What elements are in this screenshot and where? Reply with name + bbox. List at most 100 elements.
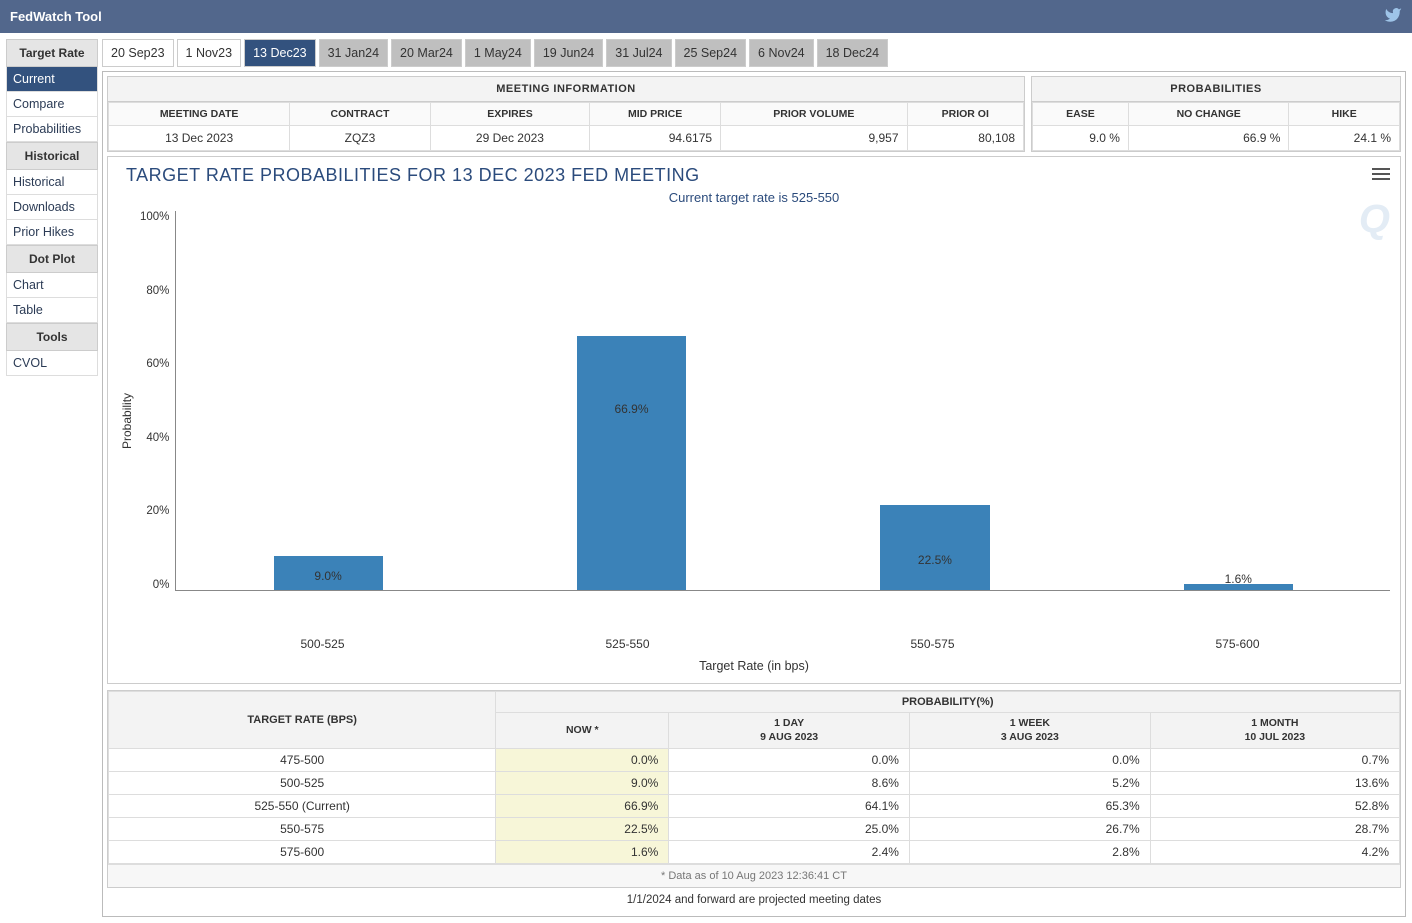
prob-table-cell: 0.0% <box>909 749 1150 772</box>
date-tabs: 20 Sep231 Nov2313 Dec2331 Jan2420 Mar241… <box>102 39 1406 67</box>
prob-table-cell: 13.6% <box>1150 772 1399 795</box>
prob-table-subheader: 1 DAY9 AUG 2023 <box>669 713 910 749</box>
sidebar-item-cvol[interactable]: CVOL <box>6 351 98 376</box>
y-tick: 80% <box>146 285 169 297</box>
meeting-info-header: MID PRICE <box>590 103 721 126</box>
prob-table-row-label: 500-525 <box>109 772 496 795</box>
chart-title: TARGET RATE PROBABILITIES FOR 13 DEC 202… <box>126 165 1390 186</box>
tab-1-nov23[interactable]: 1 Nov23 <box>177 39 242 67</box>
chart-menu-icon[interactable] <box>1372 165 1390 183</box>
meeting-info-title: MEETING INFORMATION <box>108 77 1024 102</box>
bar-rect <box>880 505 989 591</box>
prob-table-cell: 2.4% <box>669 841 910 864</box>
prob-table-cell: 22.5% <box>496 818 669 841</box>
prob-summary-value: 9.0 % <box>1033 126 1129 151</box>
meeting-info-value: 13 Dec 2023 <box>109 126 290 151</box>
y-tick: 0% <box>153 579 170 591</box>
bar-value-label: 1.6% <box>1184 572 1293 586</box>
chart-box: TARGET RATE PROBABILITIES FOR 13 DEC 202… <box>107 156 1401 684</box>
sidebar-item-historical[interactable]: Historical <box>6 170 98 195</box>
sidebar-item-probabilities[interactable]: Probabilities <box>6 117 98 142</box>
sidebar-group-header: Dot Plot <box>6 245 98 273</box>
prob-table-header: TARGET RATE (BPS) <box>109 692 496 749</box>
prob-table-row-label: 575-600 <box>109 841 496 864</box>
prob-table-row-label: 525-550 (Current) <box>109 795 496 818</box>
prob-table-header: PROBABILITY(%) <box>496 692 1400 713</box>
tab-18-dec24[interactable]: 18 Dec24 <box>817 39 889 67</box>
bar-value-label: 22.5% <box>880 553 989 567</box>
prob-summary-value: 24.1 % <box>1289 126 1400 151</box>
meeting-info-value: 94.6175 <box>590 126 721 151</box>
sidebar-item-current[interactable]: Current <box>6 67 98 92</box>
sidebar-group-header: Target Rate <box>6 39 98 67</box>
meeting-info-header: MEETING DATE <box>109 103 290 126</box>
prob-table-cell: 66.9% <box>496 795 669 818</box>
chart-bar: 66.9% <box>577 336 686 590</box>
meeting-info-box: MEETING INFORMATION MEETING DATECONTRACT… <box>107 76 1025 152</box>
tab-19-jun24[interactable]: 19 Jun24 <box>534 39 603 67</box>
meeting-info-header: PRIOR OI <box>907 103 1023 126</box>
prob-summary-value: 66.9 % <box>1128 126 1289 151</box>
prob-table-cell: 65.3% <box>909 795 1150 818</box>
meeting-info-value: ZQZ3 <box>290 126 431 151</box>
prob-table-footer: * Data as of 10 Aug 2023 12:36:41 CT <box>108 864 1400 887</box>
prob-table-cell: 25.0% <box>669 818 910 841</box>
prob-table-cell: 64.1% <box>669 795 910 818</box>
chart-subtitle: Current target rate is 525-550 <box>118 190 1390 205</box>
app-title: FedWatch Tool <box>10 9 102 24</box>
title-bar: FedWatch Tool <box>0 0 1412 33</box>
sidebar-item-prior-hikes[interactable]: Prior Hikes <box>6 220 98 245</box>
probabilities-box: PROBABILITIES EASENO CHANGEHIKE 9.0 %66.9… <box>1031 76 1401 152</box>
prob-table-cell: 2.8% <box>909 841 1150 864</box>
tab-20-mar24[interactable]: 20 Mar24 <box>391 39 462 67</box>
prob-table-cell: 4.2% <box>1150 841 1399 864</box>
prob-table-cell: 0.7% <box>1150 749 1399 772</box>
tab-31-jul24[interactable]: 31 Jul24 <box>606 39 671 67</box>
y-tick: 60% <box>146 358 169 370</box>
bar-value-label: 66.9% <box>577 402 686 416</box>
x-axis: 500-525525-550550-575575-600 <box>170 631 1390 651</box>
twitter-icon[interactable] <box>1384 6 1402 27</box>
sidebar-item-compare[interactable]: Compare <box>6 92 98 117</box>
probabilities-title: PROBABILITIES <box>1032 77 1400 102</box>
tab-6-nov24[interactable]: 6 Nov24 <box>749 39 814 67</box>
prob-table-subheader: NOW * <box>496 713 669 749</box>
x-tick: 500-525 <box>170 631 475 651</box>
prob-table-cell: 28.7% <box>1150 818 1399 841</box>
meeting-info-header: CONTRACT <box>290 103 431 126</box>
chart-bar: 22.5% <box>880 505 989 591</box>
sidebar-group-header: Historical <box>6 142 98 170</box>
prob-table-cell: 1.6% <box>496 841 669 864</box>
x-axis-label: Target Rate (in bps) <box>118 659 1390 673</box>
prob-table-cell: 8.6% <box>669 772 910 795</box>
y-tick: 40% <box>146 432 169 444</box>
tab-1-may24[interactable]: 1 May24 <box>465 39 531 67</box>
tab-25-sep24[interactable]: 25 Sep24 <box>675 39 747 67</box>
prob-table-cell: 0.0% <box>496 749 669 772</box>
prob-table-row-label: 475-500 <box>109 749 496 772</box>
prob-table-cell: 26.7% <box>909 818 1150 841</box>
prob-summary-header: EASE <box>1033 103 1129 126</box>
meeting-info-header: PRIOR VOLUME <box>721 103 907 126</box>
tab-31-jan24[interactable]: 31 Jan24 <box>319 39 388 67</box>
sidebar-item-table[interactable]: Table <box>6 298 98 323</box>
x-tick: 550-575 <box>780 631 1085 651</box>
projection-note: 1/1/2024 and forward are projected meeti… <box>107 888 1401 912</box>
y-tick: 20% <box>146 505 169 517</box>
prob-summary-header: NO CHANGE <box>1128 103 1289 126</box>
bar-rect <box>577 336 686 590</box>
y-tick: 100% <box>140 211 169 223</box>
x-tick: 525-550 <box>475 631 780 651</box>
prob-table-cell: 52.8% <box>1150 795 1399 818</box>
prob-summary-header: HIKE <box>1289 103 1400 126</box>
prob-table-cell: 9.0% <box>496 772 669 795</box>
y-axis-label: Probability <box>118 211 136 631</box>
bar-value-label: 9.0% <box>274 569 383 583</box>
sidebar-item-downloads[interactable]: Downloads <box>6 195 98 220</box>
chart-bar: 9.0% <box>274 556 383 590</box>
y-axis: 100% 80% 60% 40% 20% 0% <box>136 211 175 591</box>
meeting-info-value: 9,957 <box>721 126 907 151</box>
sidebar-item-chart[interactable]: Chart <box>6 273 98 298</box>
tab-13-dec23[interactable]: 13 Dec23 <box>244 39 316 67</box>
tab-20-sep23[interactable]: 20 Sep23 <box>102 39 174 67</box>
